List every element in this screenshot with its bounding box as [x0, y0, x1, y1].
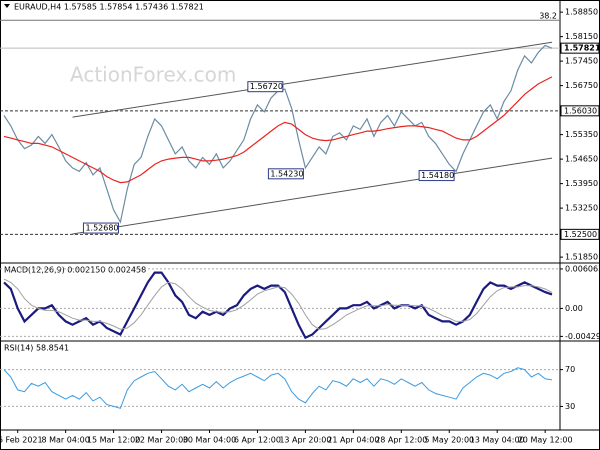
x-tick-label: 30 Mar 04:00 [183, 436, 236, 445]
annotation-box [267, 168, 304, 180]
y-tick-label: 1.58150 [565, 32, 598, 41]
dropdown-icon [4, 4, 10, 8]
annotation-label: 1.54180 [421, 171, 454, 180]
x-tick-label: 15 Mar 12:00 [87, 436, 140, 445]
level-label: 1.52500 [564, 230, 597, 239]
y-tick-label: 0.006063 [565, 264, 600, 273]
series-line [3, 271, 553, 340]
annotation-box [418, 170, 455, 182]
annotation-label: 1.56720 [250, 82, 283, 91]
x-tick-label: 13 May 04:00 [470, 436, 525, 445]
panel-title: MACD(12,26,9) 0.002150 0.002458 [4, 266, 146, 275]
series-line [3, 278, 553, 330]
x-tick-label: 21 Apr 04:00 [327, 436, 379, 445]
series-line [3, 367, 553, 409]
y-tick-label: 1.57450 [565, 57, 598, 66]
annotation-label: 1.54230 [270, 169, 303, 178]
y-tick-label: 1.51850 [565, 253, 598, 262]
watermark: ActionForex.com [70, 63, 236, 87]
x-tick-label: 5 May 20:00 [424, 436, 474, 445]
channel-line [72, 157, 553, 235]
level-label: 1.56030 [564, 106, 597, 115]
fib-label: 38.2 [539, 12, 557, 21]
level-box [560, 228, 600, 240]
y-tick-label: 70 [565, 365, 575, 374]
chart-title: EURAUD,H4 1.57585 1.57854 1.57436 1.5782… [14, 3, 204, 12]
y-tick-label: 1.56750 [565, 81, 598, 90]
y-tick-label: 1.58850 [565, 8, 598, 17]
series-line [3, 76, 553, 184]
y-tick-label: 1.55350 [565, 130, 598, 139]
last-price-label: 1.57821 [564, 44, 600, 53]
annotation-box [82, 222, 119, 234]
y-tick-label: 1.54650 [565, 155, 598, 164]
panel-title: RSI(14) 58.8541 [4, 344, 69, 353]
y-tick-label: 0.00 [565, 304, 583, 313]
x-tick-label: 8 Mar 04:00 [41, 436, 89, 445]
y-tick-label: 30 [565, 402, 575, 411]
x-tick-label: 13 Apr 20:00 [279, 436, 331, 445]
annotation-box [247, 81, 284, 93]
channel-line [72, 41, 553, 118]
y-tick-label: 1.53950 [565, 179, 598, 188]
x-tick-label: 20 May 12:00 [518, 436, 573, 445]
x-tick-label: 6 Apr 12:00 [234, 436, 281, 445]
last-price-box [560, 42, 600, 54]
y-tick-label: -0.004296 [565, 332, 600, 341]
x-tick-label: 22 Mar 20:00 [135, 436, 188, 445]
annotation-label: 1.52680 [85, 224, 118, 233]
x-tick-label: 26 Feb 2021 [0, 436, 43, 445]
level-box [560, 105, 600, 117]
y-tick-label: 1.53250 [565, 204, 598, 213]
x-tick-label: 28 Apr 12:00 [375, 436, 427, 445]
